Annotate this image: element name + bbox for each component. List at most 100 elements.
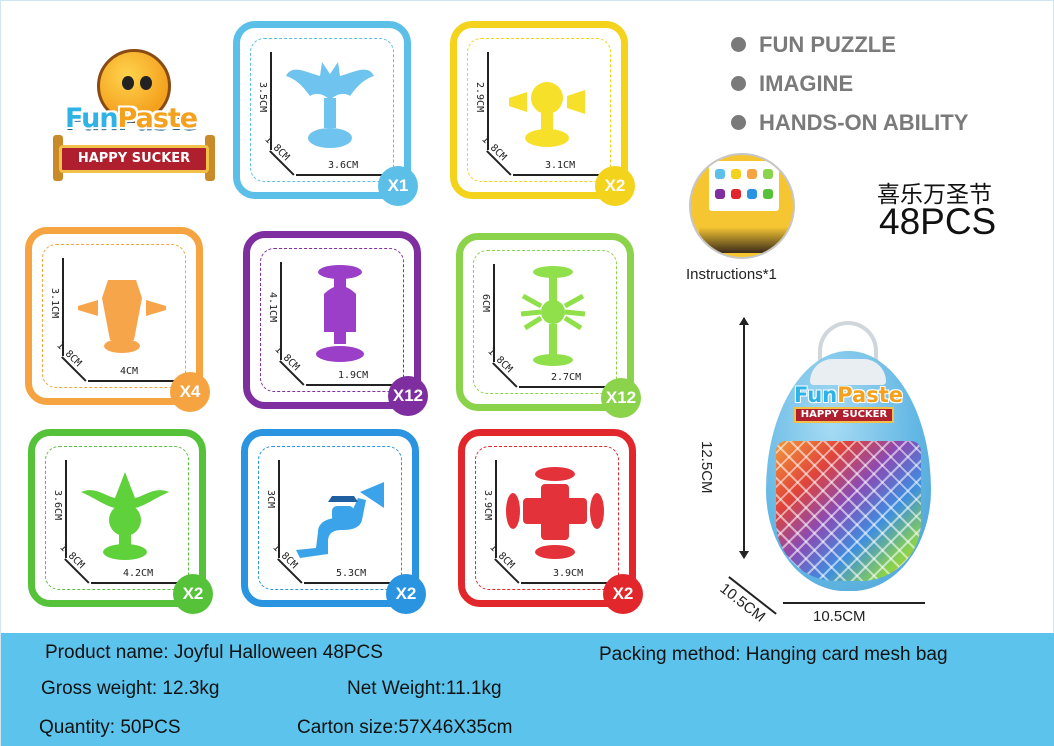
mesh-bag-package: FunPaste HAPPY SUCKER bbox=[766, 321, 931, 593]
mini-toy-icon bbox=[763, 189, 773, 199]
feature-label: IMAGINE bbox=[759, 70, 854, 96]
quantity: Quantity: 50PCS bbox=[39, 717, 181, 738]
width-dimension-line bbox=[304, 582, 400, 584]
toy-width-label: 1.9CM bbox=[338, 370, 369, 381]
toy-height-label: 6CM bbox=[480, 294, 491, 313]
toy-card: 3.6CM 1.8CM 4.2CM X2 bbox=[28, 429, 213, 614]
toy-width-label: 3.1CM bbox=[545, 160, 576, 171]
card-inner-outline bbox=[45, 446, 189, 590]
card-inner-outline bbox=[475, 446, 619, 590]
spider-toy-icon bbox=[503, 266, 603, 366]
width-dimension-line bbox=[513, 174, 609, 176]
height-dimension-line bbox=[62, 258, 64, 356]
logo-post-right bbox=[205, 135, 215, 181]
carton-size: Carton size:57X46X35cm bbox=[297, 717, 513, 738]
feature-item: FUN PUZZLE bbox=[731, 25, 968, 64]
mini-toy-icon bbox=[731, 169, 741, 179]
package-diagram: 12.5CM 10.5CM 10.5CM FunPaste HAPPY SUCK… bbox=[698, 286, 1041, 631]
height-dimension-line bbox=[740, 317, 748, 559]
toy-card: 6CM 1.8CM 2.7CM X12 bbox=[456, 233, 641, 418]
toy-card: 4.1CM 1.8CM 1.9CM X12 bbox=[243, 231, 428, 416]
feature-item: HANDS-ON ABILITY bbox=[731, 103, 968, 142]
instructions-thumbnail bbox=[689, 153, 795, 259]
toy-width-label: 4CM bbox=[120, 366, 139, 377]
height-dimension-line bbox=[487, 52, 489, 150]
hanger-cap bbox=[810, 359, 886, 385]
mascot-eye-right bbox=[140, 76, 152, 90]
mascot-eye-left bbox=[122, 76, 134, 90]
quantity-badge: X2 bbox=[603, 574, 643, 614]
toy-card: 2.9CM 1.8CM 3.1CM X2 bbox=[450, 21, 635, 206]
mini-toy-icon bbox=[715, 169, 725, 179]
feature-list: FUN PUZZLE IMAGINE HANDS-ON ABILITY bbox=[731, 25, 968, 142]
instruction-sheet bbox=[709, 161, 779, 211]
card-inner-outline bbox=[42, 244, 186, 388]
height-dimension-line bbox=[280, 262, 282, 360]
quantity-badge: X4 bbox=[170, 372, 210, 412]
tombstone-toy-icon bbox=[290, 264, 390, 364]
toy-height-label: 3.5CM bbox=[257, 82, 268, 113]
feature-label: FUN PUZZLE bbox=[759, 31, 896, 57]
width-dimension-line bbox=[91, 582, 187, 584]
toy-height-label: 3.9CM bbox=[482, 490, 493, 521]
graveyard-scene bbox=[699, 227, 789, 253]
bullet-dot-icon bbox=[731, 37, 746, 52]
height-dimension-label: 12.5CM bbox=[698, 441, 715, 494]
card-inner-outline bbox=[473, 250, 617, 394]
toy-width-label: 5.3CM bbox=[336, 568, 367, 579]
toy-card: 3.5CM 1.8CM 3.6CM X1 bbox=[233, 21, 418, 206]
product-name: Product name: Joyful Halloween 48PCS bbox=[45, 642, 383, 663]
mesh-contents bbox=[776, 441, 921, 581]
witch-hook-toy-icon bbox=[288, 462, 388, 562]
height-dimension-line bbox=[278, 460, 280, 558]
height-dimension-line bbox=[495, 460, 497, 558]
quantity-badge: X2 bbox=[173, 574, 213, 614]
package-logo-wordmark: FunPaste bbox=[794, 383, 903, 407]
package-logo-word-fun: Fun bbox=[794, 383, 838, 407]
bullet-dot-icon bbox=[731, 76, 746, 91]
mini-toy-icon bbox=[763, 169, 773, 179]
toy-height-label: 3.6CM bbox=[52, 490, 63, 521]
toy-width-label: 4.2CM bbox=[123, 568, 154, 579]
package-logo: FunPaste HAPPY SUCKER bbox=[794, 383, 904, 429]
hanger-loop bbox=[818, 321, 878, 373]
feature-label: HANDS-ON ABILITY bbox=[759, 109, 969, 135]
net-weight: Net Weight:11.1kg bbox=[347, 678, 502, 699]
width-dimension-line bbox=[306, 384, 402, 386]
mini-toy-icon bbox=[747, 169, 757, 179]
toy-height-label: 3CM bbox=[265, 490, 276, 509]
witch-pumpkin-toy-icon bbox=[75, 462, 175, 562]
height-dimension-line bbox=[270, 52, 272, 150]
width-dimension-line bbox=[519, 386, 615, 388]
bullet-dot-icon bbox=[731, 115, 746, 130]
quantity-badge: X2 bbox=[595, 166, 635, 206]
height-dimension-line bbox=[65, 460, 67, 558]
width-dimension-line bbox=[783, 602, 925, 604]
card-inner-outline bbox=[260, 248, 404, 392]
package-logo-word-paste: Paste bbox=[837, 383, 903, 407]
toy-width-label: 2.7CM bbox=[551, 372, 582, 383]
width-dimension-label: 10.5CM bbox=[813, 608, 866, 625]
product-piece-count: 48PCS bbox=[879, 201, 997, 242]
width-dimension-line bbox=[88, 380, 184, 382]
mini-toy-icon bbox=[731, 189, 741, 199]
toy-height-label: 4.1CM bbox=[267, 292, 278, 323]
card-inner-outline bbox=[250, 38, 394, 182]
toy-card: 3.1CM 1.8CM 4CM X4 bbox=[25, 227, 210, 412]
card-inner-outline bbox=[258, 446, 402, 590]
logo-ribbon: HAPPY SUCKER bbox=[59, 145, 209, 173]
instructions-label: Instructions*1 bbox=[686, 266, 777, 283]
logo-post-left bbox=[53, 135, 63, 181]
spec-footer: Product name: Joyful Halloween 48PCS Pac… bbox=[1, 633, 1054, 746]
quantity-badge: X2 bbox=[386, 574, 426, 614]
coffin-toy-icon bbox=[72, 260, 172, 360]
toy-height-label: 3.1CM bbox=[49, 288, 60, 319]
width-dimension-line bbox=[296, 174, 392, 176]
toy-card: 3CM 1.8CM 5.3CM X2 bbox=[241, 429, 426, 614]
toy-width-label: 3.6CM bbox=[328, 160, 359, 171]
toy-card: 3.9CM 1.8CM 3.9CM X2 bbox=[458, 429, 643, 614]
mini-toy-icon bbox=[747, 189, 757, 199]
width-dimension-line bbox=[521, 582, 617, 584]
quantity-badge: X1 bbox=[378, 166, 418, 206]
